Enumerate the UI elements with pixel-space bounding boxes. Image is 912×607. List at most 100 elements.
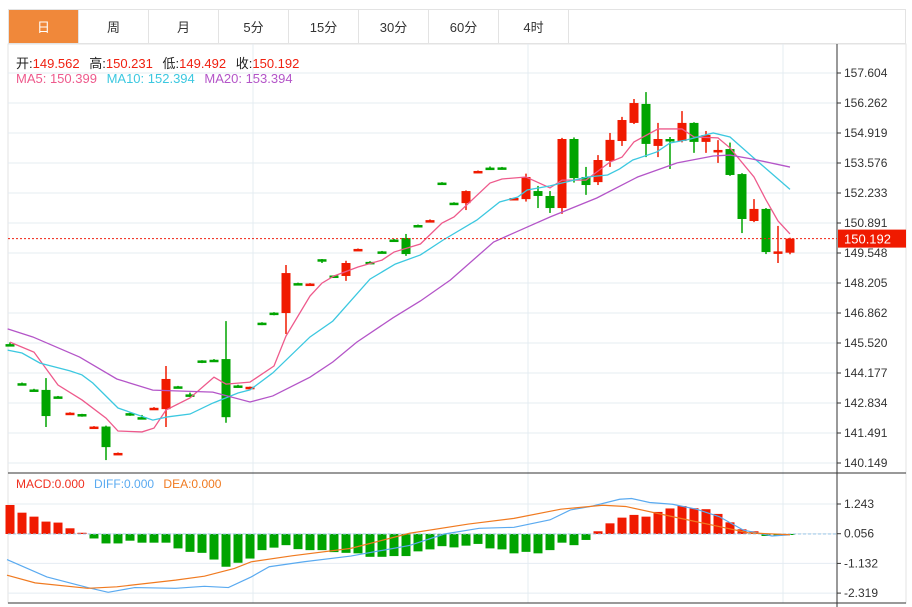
macd-bar [389, 534, 399, 557]
candle-up [677, 122, 687, 142]
macd-bar [497, 534, 507, 550]
candle-down [173, 386, 183, 389]
candle-down [125, 413, 135, 416]
candle-down [137, 417, 147, 420]
macd-bar [533, 534, 543, 554]
candle-up [785, 238, 795, 253]
candle-up [89, 426, 99, 430]
candle-down [293, 283, 303, 286]
tab-day[interactable]: 日 [9, 10, 79, 43]
price-tick-label: 141.491 [844, 426, 888, 440]
candle-up [461, 191, 471, 204]
price-tick-label: 150.891 [844, 216, 888, 230]
candle-up [629, 103, 639, 123]
macd-bar [725, 522, 735, 534]
candle-down [641, 103, 651, 144]
macd-tick-label: -2.319 [844, 586, 878, 600]
macd-bar [221, 534, 231, 567]
candle-down [329, 275, 339, 279]
candle-down [545, 195, 555, 209]
macd-bar [593, 531, 603, 534]
candle-down [317, 259, 327, 262]
candle-down [485, 167, 495, 171]
candle-down [533, 191, 543, 196]
macd-bar [233, 534, 243, 563]
candle-down [29, 389, 39, 392]
macd-bar [521, 534, 531, 552]
candle-down [101, 426, 111, 448]
candle-up [161, 378, 171, 410]
candle-up [425, 220, 435, 223]
price-tick-label: 144.177 [844, 366, 888, 380]
candle-down [761, 208, 771, 253]
dea-value: DEA:0.000 [163, 477, 222, 491]
macd-bar [569, 534, 579, 546]
tab-month[interactable]: 月 [149, 10, 219, 43]
macd-bar [137, 534, 147, 543]
candle-down [413, 225, 423, 228]
candle-up [653, 139, 663, 146]
macd-bar [245, 534, 255, 559]
high-label: 高: [89, 56, 106, 71]
candle-down [665, 139, 675, 142]
price-tick-label: 140.149 [844, 456, 888, 470]
candle-down [197, 360, 207, 363]
candle-up [341, 263, 351, 276]
tab-week[interactable]: 周 [79, 10, 149, 43]
candle-down [233, 385, 243, 388]
macd-bar [677, 505, 687, 534]
candle-down [581, 176, 591, 186]
candle-up [701, 134, 711, 142]
candle-down [449, 202, 459, 206]
candle-down [5, 344, 15, 347]
macd-bar [161, 534, 171, 543]
tab-4hour[interactable]: 4时 [499, 10, 569, 43]
macd-bar [365, 534, 375, 557]
macd-bar [197, 534, 207, 553]
macd-bar [305, 534, 315, 551]
macd-bar [353, 534, 363, 554]
last-price-tag-label: 150.192 [844, 232, 891, 247]
macd-bar [473, 534, 483, 544]
macd-bar [641, 516, 651, 534]
ma20-value: MA20: 153.394 [204, 71, 293, 86]
candle-down [737, 174, 747, 219]
macd-bar [89, 534, 99, 539]
dea-line [6, 504, 791, 589]
candle-up [65, 412, 75, 416]
ohlc-readout: 开:149.562 高:150.231 低:149.492 收:150.192 [16, 53, 305, 72]
candle-down [401, 237, 411, 255]
macd-bar [209, 534, 219, 560]
candle-up [245, 386, 255, 390]
macd-bar [269, 534, 279, 548]
ma5-value: MA5: 150.399 [16, 71, 97, 86]
candle-down [257, 322, 267, 326]
macd-bar [125, 534, 135, 541]
ma-readout: MA5: 150.399 MA10: 152.394 MA20: 153.394 [16, 71, 299, 86]
macd-bar [653, 511, 663, 534]
open-value: 149.562 [32, 56, 80, 71]
candle-down [389, 239, 399, 243]
macd-bar [665, 508, 675, 534]
price-tick-label: 152.233 [844, 186, 888, 200]
candle-down [185, 394, 195, 397]
tab-30min[interactable]: 30分 [359, 10, 429, 43]
low-label: 低: [162, 56, 180, 71]
tab-60min[interactable]: 60分 [429, 10, 499, 43]
price-tick-label: 157.604 [844, 66, 888, 80]
ma5-line [9, 128, 791, 433]
low-value: 149.492 [179, 56, 227, 71]
macd-bar [329, 534, 339, 553]
macd-bar [377, 534, 387, 557]
macd-tick-label: 0.056 [844, 527, 874, 541]
candle-up [353, 248, 363, 252]
tab-5min[interactable]: 5分 [219, 10, 289, 43]
macd-bar [65, 528, 75, 534]
diff-line [6, 497, 791, 593]
candle-up [605, 139, 615, 161]
tab-15min[interactable]: 15分 [289, 10, 359, 43]
price-tick-label: 142.834 [844, 396, 888, 410]
macd-bar [257, 534, 267, 551]
